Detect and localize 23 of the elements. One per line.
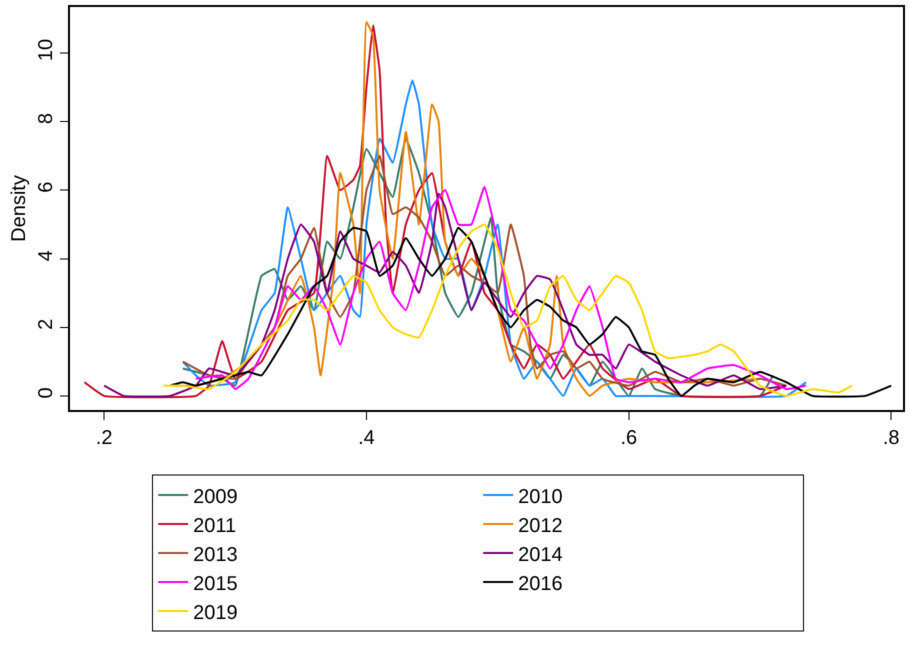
y-tick-label: 8 [35,112,57,124]
x-tick-label: .2 [96,427,112,449]
y-tick-label: 2 [35,318,57,330]
y-tick-label: 6 [35,182,57,193]
legend-label: 2012 [518,514,563,537]
legend-label: 2015 [193,572,238,595]
x-tick-label: .6 [620,427,638,449]
legend-label: 2019 [193,602,238,624]
y-tick-label: 4 [35,250,57,262]
line-series [182,79,807,398]
legend-label: 2016 [518,572,563,595]
line-series [194,186,807,390]
y-axis-title: Density [8,175,30,242]
line-series [103,192,788,398]
legend-label: 2014 [518,544,563,566]
legend-label: 2009 [193,486,238,508]
x-tick-label: .4 [358,427,375,449]
legend-label: 2010 [518,486,563,508]
y-tick-label: 10 [35,38,57,62]
y-tick-label: 0 [35,387,57,399]
legend-label: 2011 [193,514,236,537]
legend-label: 2013 [193,544,238,566]
x-tick-label: .8 [882,427,900,449]
